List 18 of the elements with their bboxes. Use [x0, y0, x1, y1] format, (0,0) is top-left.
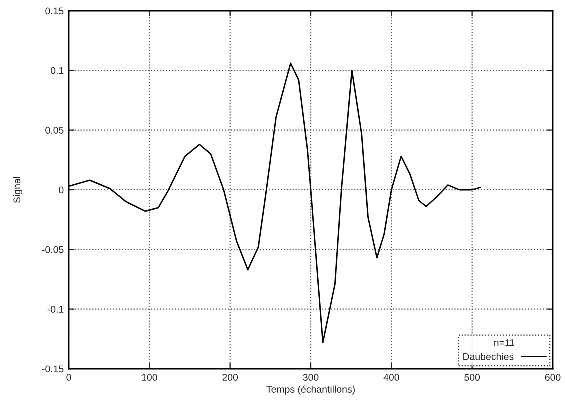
x-tick-label: 0	[66, 374, 72, 381]
y-tick-label: 0.15	[46, 8, 64, 15]
x-tick-label: 500	[464, 374, 480, 381]
x-tick-label: 200	[222, 374, 238, 381]
y-tick-label: -0.15	[42, 366, 64, 373]
y-tick-label: 0	[59, 186, 64, 194]
y-tick-label: -0.1	[48, 306, 64, 313]
legend-label: Daubechies	[464, 353, 514, 360]
x-tick-label: 600	[545, 374, 561, 381]
legend-title: n=11	[494, 340, 515, 346]
y-tick-label: 0.05	[46, 127, 64, 134]
y-tick-label: -0.05	[42, 246, 64, 254]
y-axis-title: Signal	[13, 177, 23, 204]
y-tick-label: 0.1	[51, 67, 64, 74]
x-tick-label: 100	[142, 374, 158, 381]
x-tick-label: 300	[303, 374, 319, 381]
x-axis-title: Temps (échantillons)	[266, 386, 355, 395]
x-tick-label: 400	[384, 374, 400, 381]
